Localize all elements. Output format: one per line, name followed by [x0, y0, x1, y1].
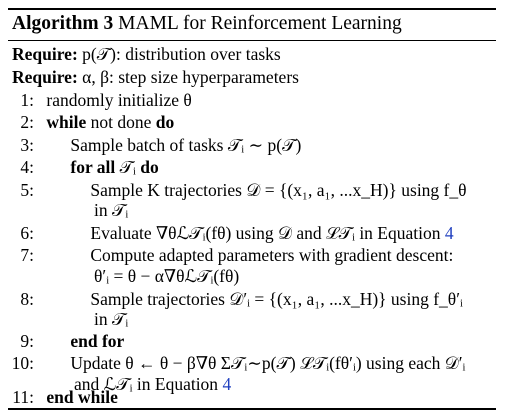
line-text-continuation: and ℒ𝒯ᵢ in Equation: [74, 374, 223, 394]
equation-reference-link[interactable]: 4: [444, 223, 454, 243]
line-number: 2:: [20, 112, 34, 132]
algo-line-10-continuation: and ℒ𝒯ᵢ in Equation 4: [74, 373, 231, 395]
top-rule: [8, 8, 496, 10]
algo-line-10: 10: Update θ ← θ − β∇θ Σ𝒯ᵢ∼p(𝒯) ℒ𝒯ᵢ(fθ′ᵢ…: [0, 352, 466, 374]
line-text-continuation: θ′ᵢ = θ − α∇θℒ𝒯ᵢ(fθ): [94, 266, 240, 286]
line-text: Sample batch of tasks 𝒯ᵢ ∼ p(𝒯): [70, 135, 302, 155]
algo-line-5-continuation: in 𝒯ᵢ: [94, 199, 128, 221]
line-number: 5:: [20, 180, 34, 200]
algo-line-4: 4: for all 𝒯ᵢ do: [0, 156, 159, 178]
require-text: α, β: step size hyperparameters: [82, 67, 299, 87]
algo-line-2: 2: while not done do: [0, 111, 174, 133]
end-for-keyword: end for: [70, 331, 125, 351]
for-all-variable: 𝒯ᵢ: [119, 157, 136, 177]
line-text: Update θ ← θ − β∇θ Σ𝒯ᵢ∼p(𝒯) ℒ𝒯ᵢ(fθ′ᵢ) us…: [70, 353, 466, 373]
line-number: 4:: [20, 157, 34, 177]
algorithm-label: Algorithm 3: [12, 13, 114, 34]
title-rule: [8, 40, 496, 41]
algo-line-8: 8: Sample trajectories 𝒟′ᵢ = {(x₁, a₁, .…: [0, 288, 463, 310]
line-text: Sample trajectories 𝒟′ᵢ = {(x₁, a₁, ...x…: [90, 289, 463, 309]
algo-line-3: 3: Sample batch of tasks 𝒯ᵢ ∼ p(𝒯): [0, 134, 301, 156]
algo-line-9: 9: end for: [0, 330, 124, 352]
require-keyword: Require:: [12, 67, 78, 87]
require-text: p(𝒯): distribution over tasks: [82, 44, 281, 64]
require-line-1: Require: p(𝒯): distribution over tasks: [12, 43, 281, 65]
algo-line-11: 11: end while: [0, 386, 118, 408]
equation-reference-link[interactable]: 4: [222, 374, 232, 394]
line-number: 6:: [20, 223, 34, 243]
line-number: 3:: [20, 135, 34, 155]
algo-line-6: 6: Evaluate ∇θℒ𝒯ᵢ(fθ) using 𝒟 and ℒ𝒯ᵢ in…: [0, 222, 454, 244]
line-number: 8:: [20, 289, 34, 309]
line-number: 9:: [20, 331, 34, 351]
algo-line-7: 7: Compute adapted parameters with gradi…: [0, 244, 453, 266]
algorithm-title: Algorithm 3 MAML for Reinforcement Learn…: [12, 11, 402, 37]
bottom-rule: [8, 408, 496, 410]
while-condition: not done: [90, 112, 152, 132]
line-number: 7:: [20, 245, 34, 265]
line-number: 10:: [11, 353, 34, 373]
do-keyword: do: [140, 157, 159, 177]
algo-line-7-continuation: θ′ᵢ = θ − α∇θℒ𝒯ᵢ(fθ): [94, 265, 239, 287]
algorithm-name: MAML for Reinforcement Learning: [118, 13, 402, 34]
line-text: Evaluate ∇θℒ𝒯ᵢ(fθ) using 𝒟 and ℒ𝒯ᵢ in Eq…: [90, 223, 445, 243]
line-number: 1:: [20, 90, 34, 110]
require-keyword: Require:: [12, 44, 78, 64]
line-text: randomly initialize θ: [46, 90, 192, 110]
do-keyword: do: [155, 112, 175, 132]
for-all-keyword: for all: [70, 157, 116, 177]
line-text-continuation: in 𝒯ᵢ: [94, 200, 129, 220]
line-text: Compute adapted parameters with gradient…: [90, 245, 454, 265]
algo-line-8-continuation: in 𝒯ᵢ: [94, 308, 128, 330]
algo-line-5: 5: Sample K trajectories 𝒟 = {(x₁, a₁, .…: [0, 179, 467, 201]
algo-line-1: 1: randomly initialize θ: [0, 89, 192, 111]
while-keyword: while: [46, 112, 87, 132]
line-text-continuation: in 𝒯ᵢ: [94, 309, 129, 329]
end-while-keyword: end while: [46, 387, 118, 407]
line-number: 11:: [12, 387, 34, 407]
line-text: Sample K trajectories 𝒟 = {(x₁, a₁, ...x…: [90, 180, 467, 200]
require-line-2: Require: α, β: step size hyperparameters: [12, 66, 299, 88]
